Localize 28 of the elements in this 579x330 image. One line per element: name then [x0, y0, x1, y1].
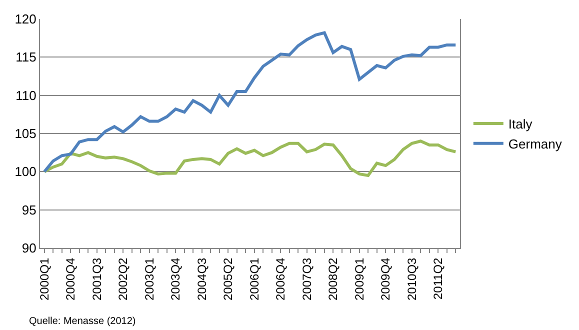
x-tick-label: 2008Q2 [326, 257, 340, 301]
x-tick-label: 2001Q3 [90, 257, 104, 301]
x-tick-label: 2002Q2 [116, 257, 130, 301]
y-tick-label: 120 [14, 12, 36, 27]
x-tick-label: 2003Q4 [168, 257, 183, 301]
x-tick-label: 2010Q3 [404, 257, 419, 301]
y-tick-label: 110 [16, 88, 36, 103]
x-tick-label: 2005Q2 [221, 257, 236, 301]
y-tick-label: 90 [22, 240, 36, 256]
x-tick-label: 2000Q4 [64, 257, 78, 301]
x-tick-label: 2007Q3 [300, 257, 314, 301]
source-note: Quelle: Menasse (2012) [29, 316, 136, 327]
legend-label: Italy [508, 116, 533, 132]
line-series [42, 31, 458, 174]
y-tick-label: 95 [22, 202, 36, 218]
line-series [42, 140, 458, 177]
x-tick-label: 2009Q4 [378, 257, 393, 301]
x-tick-label: 2003Q1 [142, 257, 156, 301]
x-tick-label: 2004Q3 [194, 257, 209, 301]
x-tick-label: 2006Q4 [274, 257, 288, 301]
x-tick-label: 2000Q1 [37, 257, 52, 301]
x-tick-label: 2011Q2 [431, 257, 446, 300]
x-tick-label: 2006Q1 [247, 257, 262, 301]
y-tick-label: 105 [14, 126, 36, 142]
y-tick-label: 100 [14, 164, 36, 180]
legend-label: Germany [508, 136, 562, 152]
x-tick-label: 2009Q1 [352, 257, 366, 301]
y-tick-label: 115 [16, 50, 36, 65]
